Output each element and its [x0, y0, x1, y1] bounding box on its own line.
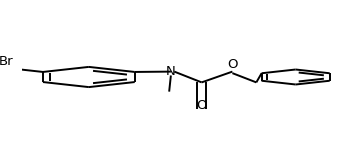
Text: Br: Br	[0, 55, 13, 68]
Text: O: O	[227, 58, 238, 71]
Text: N: N	[166, 65, 176, 78]
Text: O: O	[197, 99, 207, 112]
